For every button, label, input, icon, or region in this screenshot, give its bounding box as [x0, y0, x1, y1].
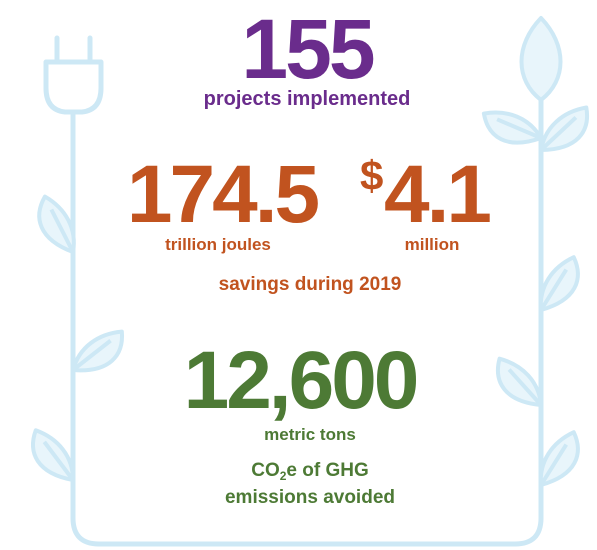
- leaf: [70, 332, 125, 372]
- leaf: [522, 18, 561, 100]
- leaf: [27, 197, 90, 254]
- plug-prongs: [57, 38, 90, 62]
- caption-part: e of GHG: [286, 460, 368, 481]
- energy-number: 174.5: [127, 149, 319, 240]
- caption-part: CO: [251, 460, 280, 481]
- plug-body: [46, 62, 101, 112]
- projects-label: projects implemented: [204, 88, 411, 110]
- leaf: [535, 107, 592, 151]
- savings-caption: savings during 2019: [219, 274, 402, 295]
- infographic: 155 projects implemented 174.5 trillion …: [0, 0, 597, 550]
- energy-label: trillion joules: [165, 235, 271, 254]
- money-number: 4.1: [384, 149, 490, 240]
- leaf: [527, 257, 589, 311]
- leaf: [527, 432, 589, 486]
- emissions-number: 12,600: [184, 335, 417, 426]
- emissions-caption-line2: emissions avoided: [225, 487, 395, 508]
- leaf: [484, 105, 541, 149]
- money-symbol: $: [360, 152, 383, 199]
- emissions-caption: CO2e of GHG: [251, 460, 369, 483]
- projects-number: 155: [241, 2, 373, 96]
- money-label: million: [405, 235, 460, 254]
- emissions-label: metric tons: [264, 425, 356, 444]
